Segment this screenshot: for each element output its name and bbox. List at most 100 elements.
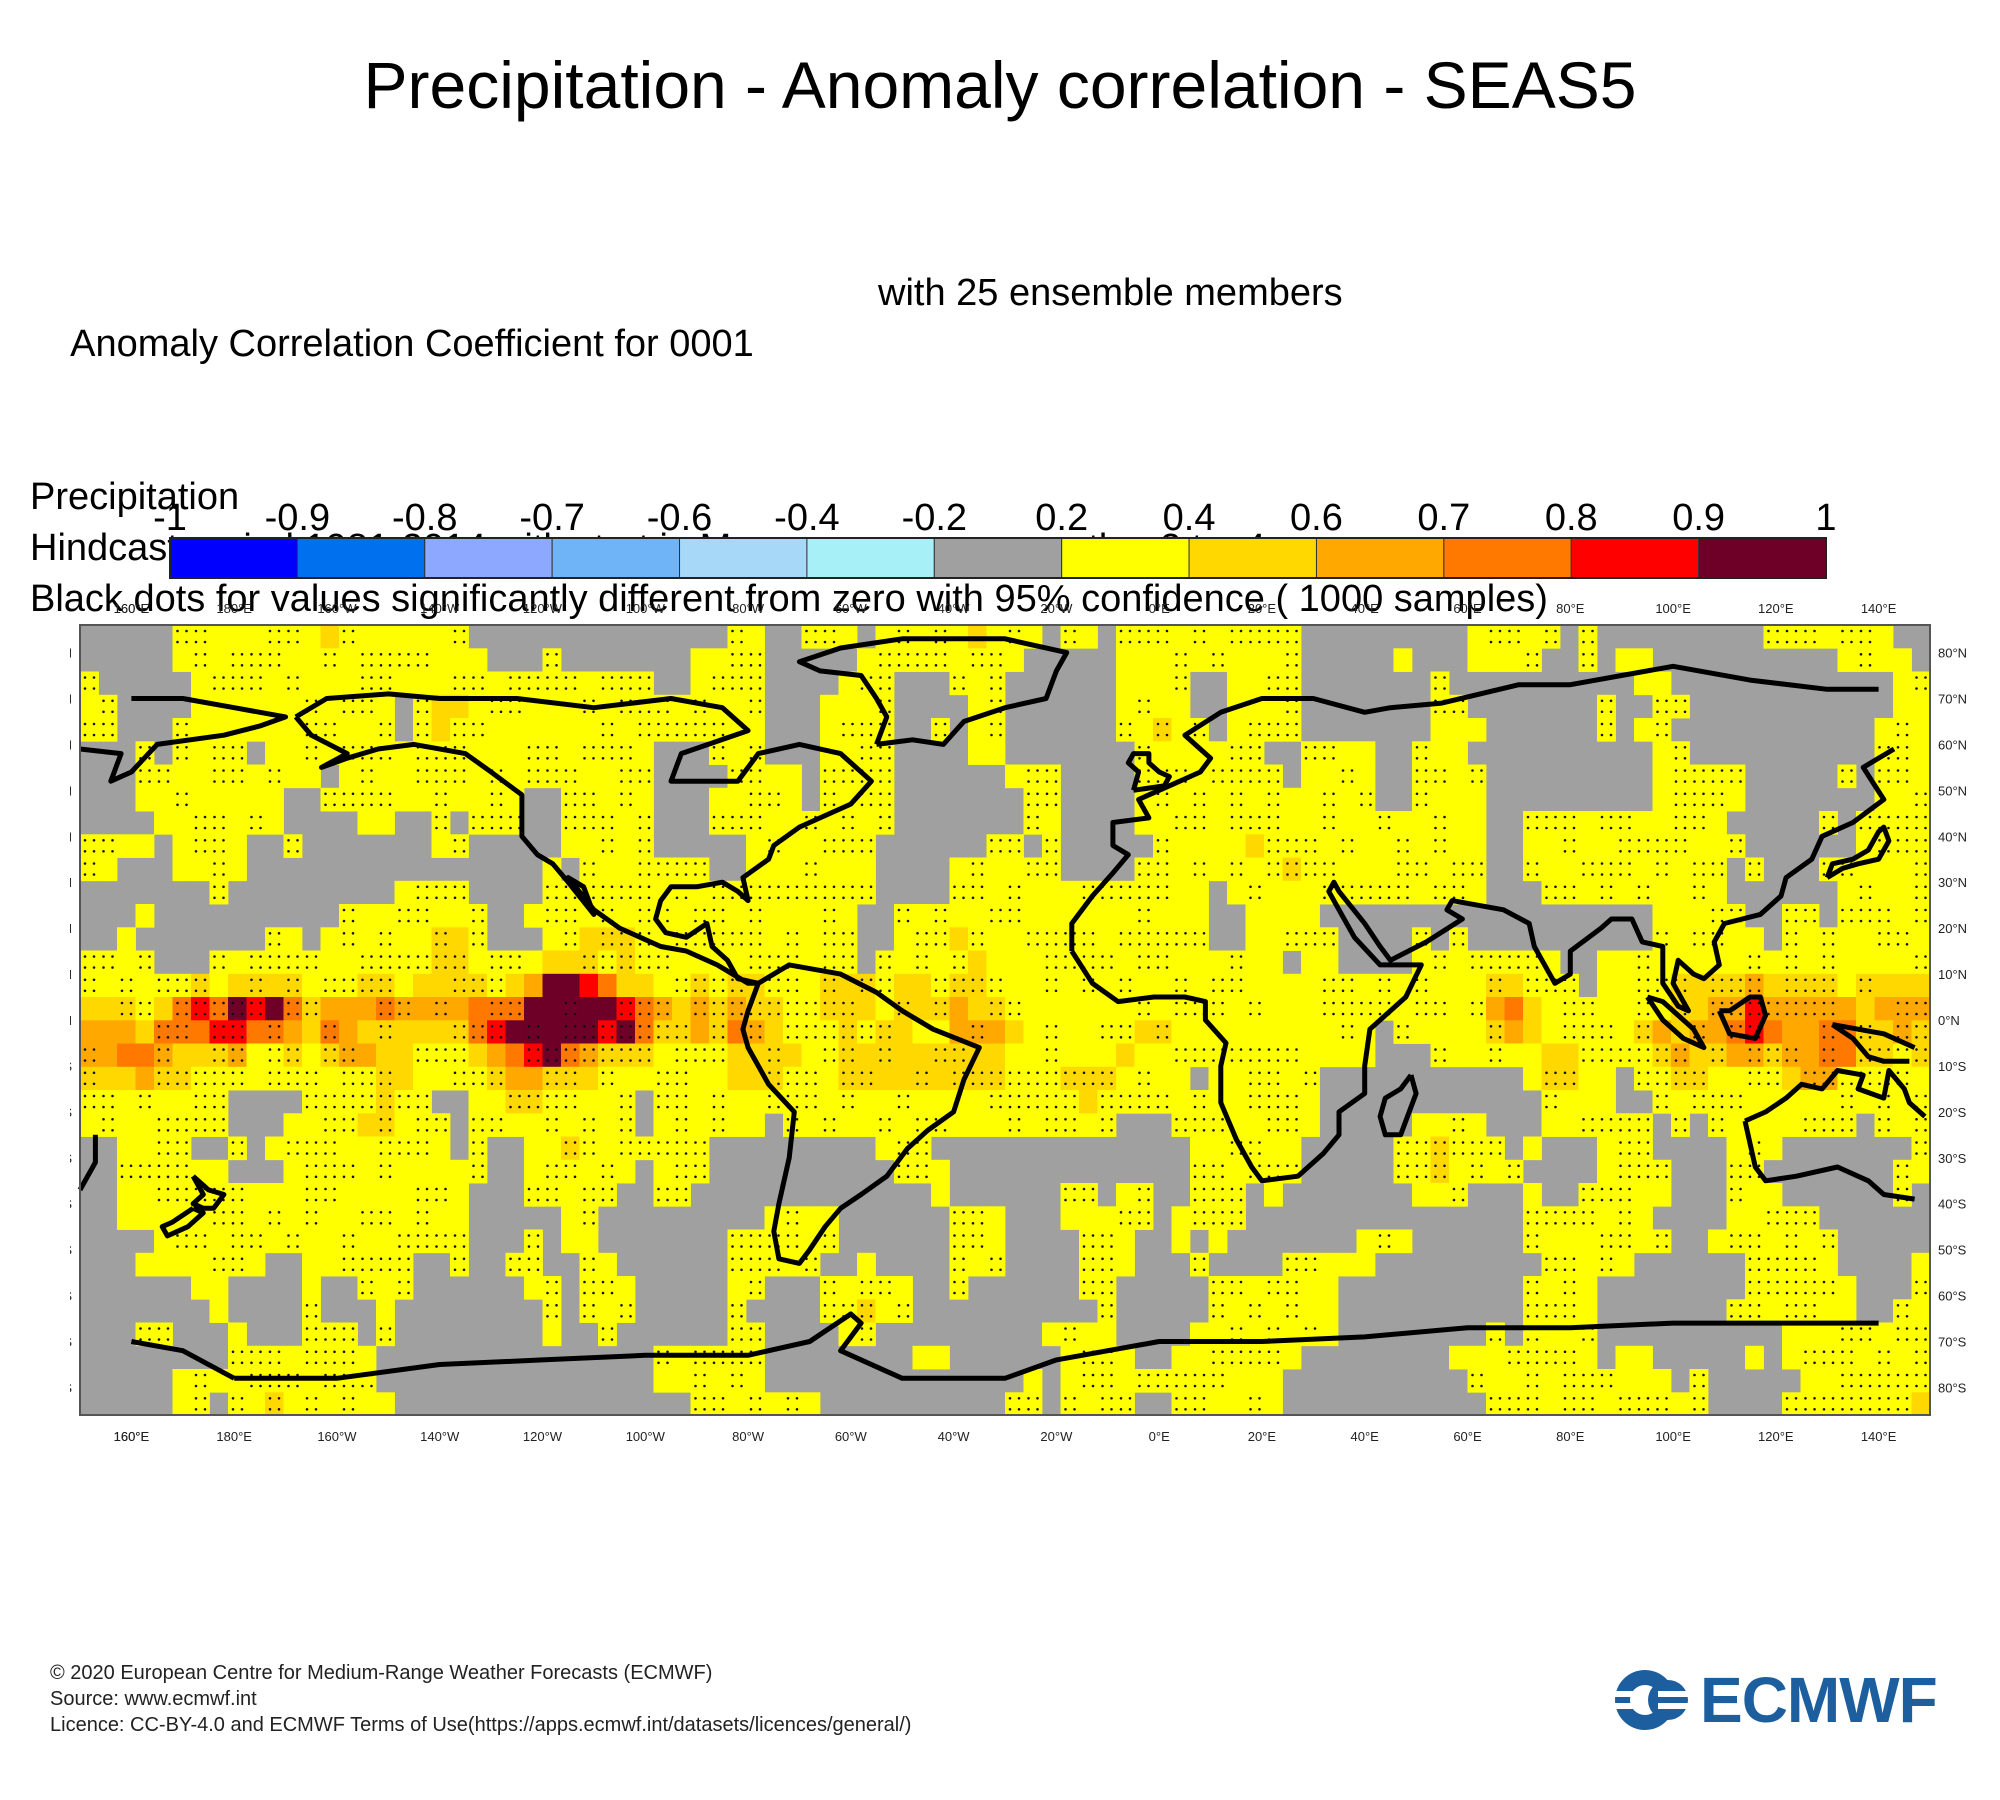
significance-dot xyxy=(1378,896,1382,900)
significance-dot xyxy=(324,1048,327,1051)
significance-dot xyxy=(1202,803,1206,807)
map-cell xyxy=(746,787,765,812)
significance-dot xyxy=(1212,780,1215,783)
map-cell xyxy=(968,950,987,975)
significance-dot xyxy=(1332,943,1335,946)
significance-dot xyxy=(296,640,299,644)
map-cell xyxy=(579,764,599,789)
map-cell xyxy=(986,997,1006,1021)
significance-dot xyxy=(1323,873,1326,876)
map-cell xyxy=(1430,973,1450,998)
map-cell xyxy=(709,1020,728,1044)
map-cell xyxy=(357,1113,377,1137)
significance-dot xyxy=(1683,978,1687,982)
significance-dot xyxy=(490,1025,494,1028)
map-cell xyxy=(727,1299,747,1323)
map-cell xyxy=(1208,1159,1228,1184)
significance-dot xyxy=(842,1036,845,1039)
map-cell xyxy=(820,694,839,719)
significance-dot xyxy=(684,896,688,900)
significance-dot xyxy=(1905,826,1909,830)
significance-dot xyxy=(712,1059,716,1062)
map-cell xyxy=(653,973,673,998)
significance-dot xyxy=(647,780,651,783)
significance-dot xyxy=(1064,955,1067,958)
map-cell xyxy=(1116,694,1135,719)
significance-dot xyxy=(1674,769,1678,772)
significance-dot xyxy=(1147,932,1150,935)
significance-dot xyxy=(610,1082,614,1086)
significance-dot xyxy=(1304,932,1308,935)
significance-dot xyxy=(1887,850,1890,853)
significance-dot xyxy=(1286,943,1289,946)
significance-dot xyxy=(564,943,568,946)
significance-dot xyxy=(1054,1059,1058,1062)
map-cell xyxy=(1097,927,1117,951)
significance-dot xyxy=(268,640,272,644)
map-cell xyxy=(1245,834,1265,858)
map-cell xyxy=(320,648,340,672)
map-cell xyxy=(1060,997,1080,1021)
map-cell xyxy=(1874,625,1894,649)
map-cell xyxy=(912,904,932,928)
map-cell xyxy=(579,834,599,858)
significance-dot xyxy=(1249,780,1252,783)
map-cell xyxy=(542,1066,562,1091)
significance-dot xyxy=(879,780,882,783)
map-cell xyxy=(246,648,266,672)
significance-dot xyxy=(453,757,457,760)
significance-dot xyxy=(805,1012,808,1016)
map-cell xyxy=(1726,1159,1746,1184)
significance-dot xyxy=(583,803,586,807)
significance-dot xyxy=(851,966,854,969)
map-cell xyxy=(394,1136,414,1161)
map-cell xyxy=(154,973,173,998)
map-cell xyxy=(1116,1066,1135,1091)
map-cell xyxy=(912,1043,932,1068)
map-cell xyxy=(431,811,451,835)
map-cell xyxy=(838,811,858,835)
map-cell xyxy=(1467,973,1487,998)
map-cell xyxy=(1560,1369,1579,1393)
significance-dot xyxy=(842,1001,845,1005)
significance-dot xyxy=(1822,1059,1826,1062)
significance-dot xyxy=(1249,769,1252,772)
map-cell xyxy=(1171,904,1191,928)
significance-dot xyxy=(102,699,105,703)
significance-dot xyxy=(157,1059,161,1062)
significance-dot xyxy=(666,873,669,876)
map-cell xyxy=(172,1392,192,1416)
map-cell xyxy=(1097,1369,1117,1393)
significance-dot xyxy=(555,746,558,749)
significance-dot xyxy=(629,687,632,690)
map-cell xyxy=(431,1159,451,1184)
significance-dot xyxy=(194,839,198,842)
map-cell xyxy=(394,950,414,975)
map-cell xyxy=(616,857,636,882)
map-cell xyxy=(1264,718,1283,742)
map-cell xyxy=(172,1066,192,1091)
significance-dot xyxy=(740,885,743,889)
map-cell xyxy=(1319,787,1339,812)
significance-dot xyxy=(1563,885,1567,889)
map-cell xyxy=(283,1066,303,1091)
significance-dot xyxy=(268,1082,272,1086)
significance-dot xyxy=(684,1036,688,1039)
significance-dot xyxy=(749,1025,753,1028)
significance-dot xyxy=(684,733,688,737)
significance-dot xyxy=(379,757,383,760)
significance-dot xyxy=(472,687,475,690)
significance-dot xyxy=(712,932,716,935)
significance-dot xyxy=(583,710,586,714)
significance-dot xyxy=(1665,862,1668,865)
map-cell xyxy=(357,671,377,696)
significance-dot xyxy=(342,1082,346,1086)
map-cell xyxy=(80,1043,99,1068)
map-cell xyxy=(875,811,895,835)
map-cell xyxy=(653,880,673,905)
significance-dot xyxy=(518,1012,521,1016)
significance-dot xyxy=(990,989,993,993)
significance-dot xyxy=(1600,896,1604,900)
map-cell xyxy=(413,927,432,951)
map-cell xyxy=(1301,1043,1320,1068)
